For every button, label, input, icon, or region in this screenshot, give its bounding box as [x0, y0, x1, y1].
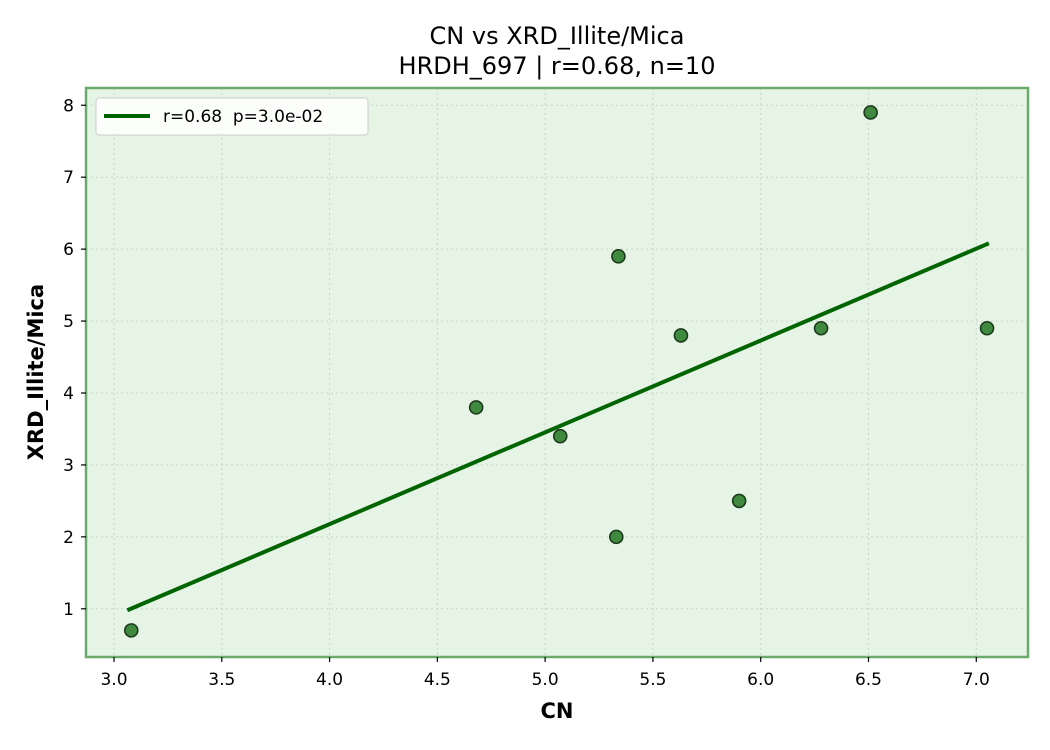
data-point	[979, 320, 995, 336]
data-points	[123, 105, 995, 638]
y-tick-label: 7	[63, 168, 74, 188]
data-point	[863, 105, 878, 120]
plot-area-background	[86, 88, 1028, 657]
x-tick-label: 3.0	[100, 670, 127, 690]
plot-frame	[84, 86, 1030, 659]
y-tick-label: 8	[63, 96, 74, 116]
data-point	[673, 328, 689, 343]
fit-line-group	[126, 241, 990, 613]
x-tick-label: 6.5	[855, 670, 882, 690]
y-axis-label: XRD_Illite/Mica	[24, 284, 48, 460]
data-point	[468, 400, 484, 415]
regression-line	[126, 241, 990, 613]
y-tick-label: 2	[63, 528, 74, 548]
y-tick-label: 5	[63, 312, 74, 332]
data-point	[731, 493, 747, 509]
x-tick-label: 3.5	[208, 670, 235, 690]
x-tick-label: 5.5	[639, 670, 666, 690]
legend: r=0.68 p=3.0e-02	[95, 97, 369, 136]
legend-box	[95, 97, 369, 136]
chart-title: CN vs XRD_Illite/Mica	[430, 22, 685, 50]
data-point	[611, 249, 626, 264]
legend-label: r=0.68 p=3.0e-02	[163, 107, 323, 127]
x-tick-label: 4.0	[316, 670, 343, 690]
x-tick-label: 5.0	[532, 670, 559, 690]
x-axis: 3.0 3.5 4.0 4.5 5.0 5.5 6.0 6.5 7.0	[100, 657, 990, 690]
y-tick-label: 4	[63, 384, 74, 404]
chart-subtitle: HRDH_697 | r=0.68, n=10	[399, 52, 716, 80]
y-tick-label: 3	[63, 456, 74, 476]
data-point	[123, 623, 139, 638]
data-point	[608, 529, 624, 545]
x-tick-label: 7.0	[963, 670, 990, 690]
x-axis-label: CN	[541, 699, 574, 723]
data-point	[813, 320, 829, 336]
x-tick-label: 6.0	[747, 670, 774, 690]
data-point	[552, 428, 568, 444]
x-tick-label: 4.5	[424, 670, 451, 690]
y-tick-label: 1	[63, 600, 74, 620]
y-axis: 1 2 3 4 5 6 7 8	[63, 96, 86, 620]
grid-lines	[86, 88, 1028, 657]
y-tick-label: 6	[63, 240, 74, 260]
